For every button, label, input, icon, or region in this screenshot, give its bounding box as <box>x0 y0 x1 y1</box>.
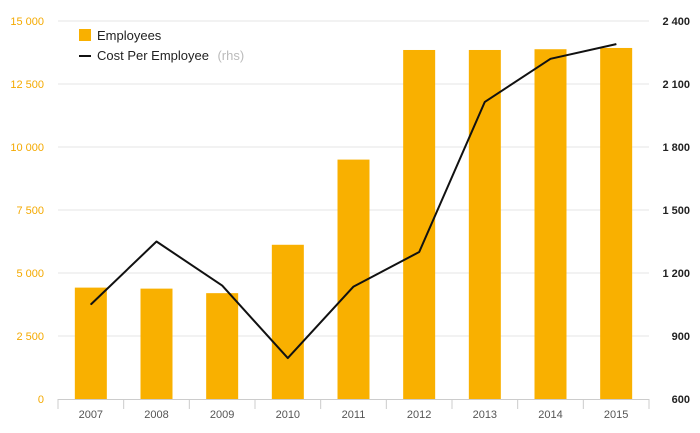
legend-label-cost-per-employee: Cost Per Employee (rhs) <box>97 47 244 64</box>
left-tick-label: 5 000 <box>16 268 44 280</box>
bar-employees-2007 <box>74 287 107 399</box>
axes <box>57 399 650 409</box>
left-tick-label: 12 500 <box>10 79 44 91</box>
point-cost-per-employee-2010 <box>287 357 289 359</box>
point-cost-per-employee-2012 <box>418 251 420 253</box>
legend-label-employees: Employees <box>97 28 162 43</box>
point-cost-per-employee-2011 <box>353 286 354 288</box>
bar-employees-2015 <box>600 47 633 400</box>
right-tick-label: 600 <box>672 394 690 406</box>
left-tick-label: 2 500 <box>16 331 44 343</box>
x-axis-ticks: 2007 2008 2009 2010 2011 2012 2013 2014 2015 <box>79 409 629 421</box>
bar-employees-2013 <box>468 49 501 399</box>
x-tick-label-2007: 2007 <box>79 409 103 421</box>
point-cost-per-employee-2009 <box>221 285 223 287</box>
bar-employees-2008 <box>140 288 173 399</box>
right-axis-ticks: 600 900 1 200 1 500 1 800 2 100 2 400 <box>662 16 690 406</box>
x-tick-label-2009: 2009 <box>210 409 234 421</box>
cost-per-employee-line-group <box>90 43 617 360</box>
x-tick-label-2012: 2012 <box>407 409 431 421</box>
point-cost-per-employee-2015 <box>615 43 617 45</box>
point-cost-per-employee-2007 <box>90 304 92 305</box>
point-cost-per-employee-2013 <box>484 101 486 103</box>
right-tick-label: 1 500 <box>662 205 690 217</box>
right-tick-label: 1 200 <box>662 268 690 280</box>
left-tick-label: 10 000 <box>10 142 44 154</box>
bar-employees-2014 <box>534 49 567 399</box>
right-tick-label: 900 <box>672 331 690 343</box>
bar-employees-2011 <box>337 159 370 399</box>
left-tick-label: 0 <box>38 394 44 406</box>
point-cost-per-employee-2014 <box>550 58 551 60</box>
x-tick-label-2014: 2014 <box>538 409 562 421</box>
right-tick-label: 1 800 <box>662 142 690 154</box>
x-tick-label-2010: 2010 <box>276 409 300 421</box>
x-tick-label-2013: 2013 <box>473 409 497 421</box>
right-tick-label: 2 100 <box>662 79 690 91</box>
legend-label-cost-per-employee-name: Cost Per Employee <box>97 48 209 63</box>
x-tick-label-2011: 2011 <box>342 409 366 421</box>
bar-employees-2012 <box>403 49 436 399</box>
legend-label-rhs-note: (rhs) <box>217 48 244 63</box>
point-cost-per-employee-2008 <box>156 241 157 242</box>
left-axis-ticks: 0 2 500 5 000 7 500 10 000 12 500 15 000 <box>10 16 44 406</box>
legend-swatch-employees <box>79 29 91 41</box>
bar-employees-2009 <box>206 293 239 399</box>
right-tick-label: 2 400 <box>662 16 690 28</box>
left-tick-label: 15 000 <box>10 16 44 28</box>
left-tick-label: 7 500 <box>16 205 44 217</box>
x-tick-label-2008: 2008 <box>144 409 168 421</box>
x-tick-label-2015: 2015 <box>604 409 628 421</box>
employees-bars <box>74 47 633 400</box>
legend: Employees Cost Per Employee (rhs) <box>79 28 244 64</box>
bar-employees-2010 <box>271 244 304 399</box>
